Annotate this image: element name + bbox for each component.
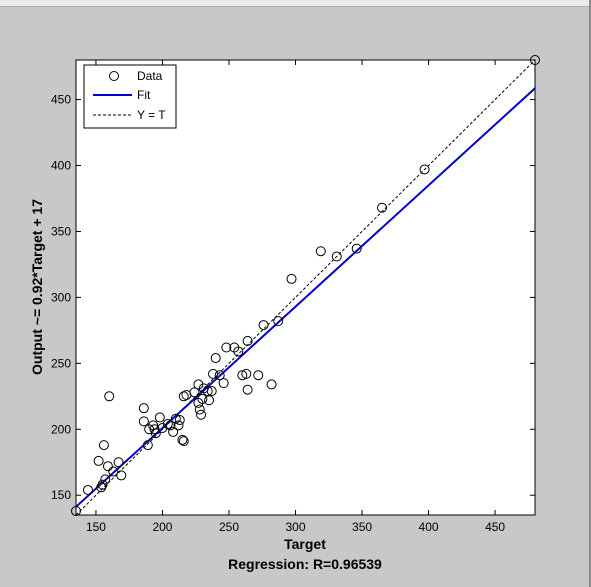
data-point	[233, 346, 244, 357]
data-point	[142, 440, 153, 451]
y-tick-label: 400	[51, 159, 71, 173]
data-point	[210, 353, 221, 364]
window-border	[589, 0, 591, 587]
x-tick-label: 200	[152, 520, 172, 534]
x-tick-label: 350	[352, 520, 372, 534]
data-point	[204, 395, 215, 406]
data-point	[273, 316, 284, 327]
chart-title: Regression: R=0.96539	[228, 556, 382, 572]
data-point	[96, 482, 107, 493]
y-tick-label: 200	[51, 422, 71, 436]
data-point	[150, 428, 161, 439]
data-point	[196, 409, 207, 420]
legend-identity-label: Y = T	[137, 108, 166, 122]
data-point	[100, 474, 111, 485]
data-point	[98, 440, 109, 451]
x-axis-label: Target	[284, 536, 326, 552]
x-tick-label: 450	[485, 520, 505, 534]
fit-line	[75, 87, 536, 508]
data-point	[138, 416, 149, 427]
data-point	[206, 386, 217, 397]
data-point	[214, 370, 225, 381]
data-point	[178, 436, 189, 447]
data-point	[351, 243, 362, 254]
y-tick-label: 450	[51, 93, 71, 107]
data-point	[149, 424, 160, 435]
data-point	[419, 164, 430, 175]
data-point	[286, 273, 297, 284]
legend-fit-label: Fit	[137, 88, 151, 102]
data-point	[162, 419, 173, 429]
x-tick-label: 300	[286, 520, 306, 534]
data-point	[102, 461, 113, 472]
figure-area: 150 200 250 300 350 400 450 150 200 250 300 350 400 4…	[0, 7, 589, 587]
identity-line	[75, 59, 536, 516]
data-point	[189, 387, 200, 398]
data-point	[154, 412, 165, 423]
data-point	[242, 335, 253, 346]
y-axis-label: Output ~= 0.92*Target + 17	[29, 199, 45, 375]
data-point	[173, 420, 184, 431]
data-point	[82, 484, 93, 495]
data-point	[218, 378, 229, 389]
data-point	[174, 415, 185, 426]
data-point	[197, 393, 208, 404]
x-tick-label: 400	[419, 520, 439, 534]
data-point	[138, 403, 149, 414]
x-tick-label: 150	[86, 520, 106, 534]
data-point	[242, 384, 253, 395]
y-tick-label: 300	[51, 290, 71, 304]
data-point	[377, 202, 387, 213]
data-point	[221, 342, 232, 353]
data-point	[194, 404, 205, 415]
data-point	[258, 320, 269, 331]
data-point	[315, 246, 326, 257]
data-point	[108, 466, 119, 477]
data-point	[104, 391, 115, 402]
x-tick-label: 250	[219, 520, 239, 534]
y-tick-label: 250	[51, 356, 71, 370]
data-point	[266, 379, 277, 390]
data-point	[165, 420, 176, 431]
data-point	[178, 391, 189, 402]
data-point	[113, 457, 124, 468]
legend: Data Fit Y = T	[83, 64, 177, 129]
window-title-strip	[0, 0, 591, 7]
legend-data-label: Data	[137, 69, 163, 83]
data-point	[168, 426, 179, 437]
legend-data-marker	[109, 71, 119, 81]
data-point	[331, 251, 342, 262]
legend-box	[83, 64, 177, 129]
data-point	[177, 434, 188, 445]
data-point	[170, 413, 181, 424]
data-point	[116, 470, 127, 481]
regression-chart: 150 200 250 300 350 400 450 150 200 250 300 350 400 4…	[29, 55, 540, 572]
data-point	[208, 368, 219, 379]
data-point	[241, 368, 252, 379]
y-tick-label: 350	[51, 224, 71, 238]
data-point	[237, 370, 248, 381]
y-tick-label: 150	[51, 488, 71, 502]
data-point	[97, 479, 108, 490]
data-point	[93, 455, 104, 466]
plot-frame	[75, 59, 536, 516]
data-point	[253, 370, 264, 381]
